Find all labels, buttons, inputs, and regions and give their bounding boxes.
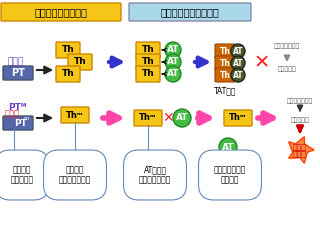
Text: AT: AT [167,70,179,79]
Text: m: m [24,117,29,122]
Text: Th: Th [220,70,230,79]
Text: PT: PT [11,68,25,78]
FancyBboxPatch shape [215,44,235,58]
Text: Th: Th [62,70,74,79]
Polygon shape [289,137,314,163]
FancyBboxPatch shape [129,3,251,21]
FancyBboxPatch shape [1,3,121,21]
FancyBboxPatch shape [136,42,160,58]
Circle shape [219,138,237,156]
Text: AT: AT [233,47,243,56]
Text: TAT形成: TAT形成 [214,86,236,95]
FancyBboxPatch shape [215,56,235,70]
Text: Th: Th [142,58,154,67]
FancyBboxPatch shape [224,110,252,126]
Text: Thᵐ: Thᵐ [66,110,84,119]
Text: やや強い
トロンビン活性: やや強い トロンビン活性 [59,165,91,185]
Circle shape [231,68,245,82]
FancyBboxPatch shape [68,54,92,70]
FancyBboxPatch shape [56,66,80,82]
Text: Th: Th [220,58,230,68]
Text: フィブリン: フィブリン [278,66,296,72]
Text: やや遅い
活性化反応: やや遅い 活性化反応 [11,165,34,185]
FancyBboxPatch shape [136,54,160,70]
Circle shape [165,66,181,82]
FancyBboxPatch shape [56,42,80,58]
Text: 異常トロンビン
活性残存: 異常トロンビン 活性残存 [214,165,246,185]
Text: フィブリノゲン: フィブリノゲン [274,43,300,49]
Text: Th: Th [62,45,74,54]
Circle shape [165,42,181,58]
Text: トロンビン不活化反応: トロンビン不活化反応 [161,7,220,17]
Text: Thᵐ: Thᵐ [139,113,157,122]
Circle shape [173,109,191,127]
Text: フィブリノゲン: フィブリノゲン [287,98,313,104]
Text: トロンビン生成反応: トロンビン生成反応 [35,7,87,17]
Text: 血栓症: 血栓症 [293,144,307,153]
FancyBboxPatch shape [136,66,160,82]
FancyBboxPatch shape [134,110,162,126]
Text: AT: AT [233,58,243,68]
Text: Th: Th [74,58,86,67]
FancyBboxPatch shape [61,107,89,123]
Text: AT: AT [222,142,234,151]
Text: PTᴹ: PTᴹ [8,103,27,112]
FancyBboxPatch shape [215,68,235,82]
Text: フィブリン: フィブリン [291,117,309,123]
Text: AT抵抗性
異常トロンビン: AT抵抗性 異常トロンビン [139,165,171,185]
Text: AT: AT [176,113,188,122]
FancyBboxPatch shape [3,66,33,80]
Text: AT: AT [233,70,243,79]
Text: ✕: ✕ [254,54,270,72]
Text: PT: PT [14,119,27,128]
Circle shape [165,54,181,70]
Text: 変異型: 変異型 [5,110,20,119]
Text: Th: Th [142,45,154,54]
Text: Th: Th [142,70,154,79]
Circle shape [231,44,245,58]
Text: AT: AT [167,45,179,54]
Text: 正常型: 正常型 [8,58,24,67]
Text: Th: Th [220,47,230,56]
Text: リスク: リスク [293,149,307,158]
Text: Thᵐ: Thᵐ [229,113,247,122]
Text: AT: AT [167,58,179,67]
FancyBboxPatch shape [3,116,33,130]
Text: ✕: ✕ [162,111,174,125]
Circle shape [231,56,245,70]
